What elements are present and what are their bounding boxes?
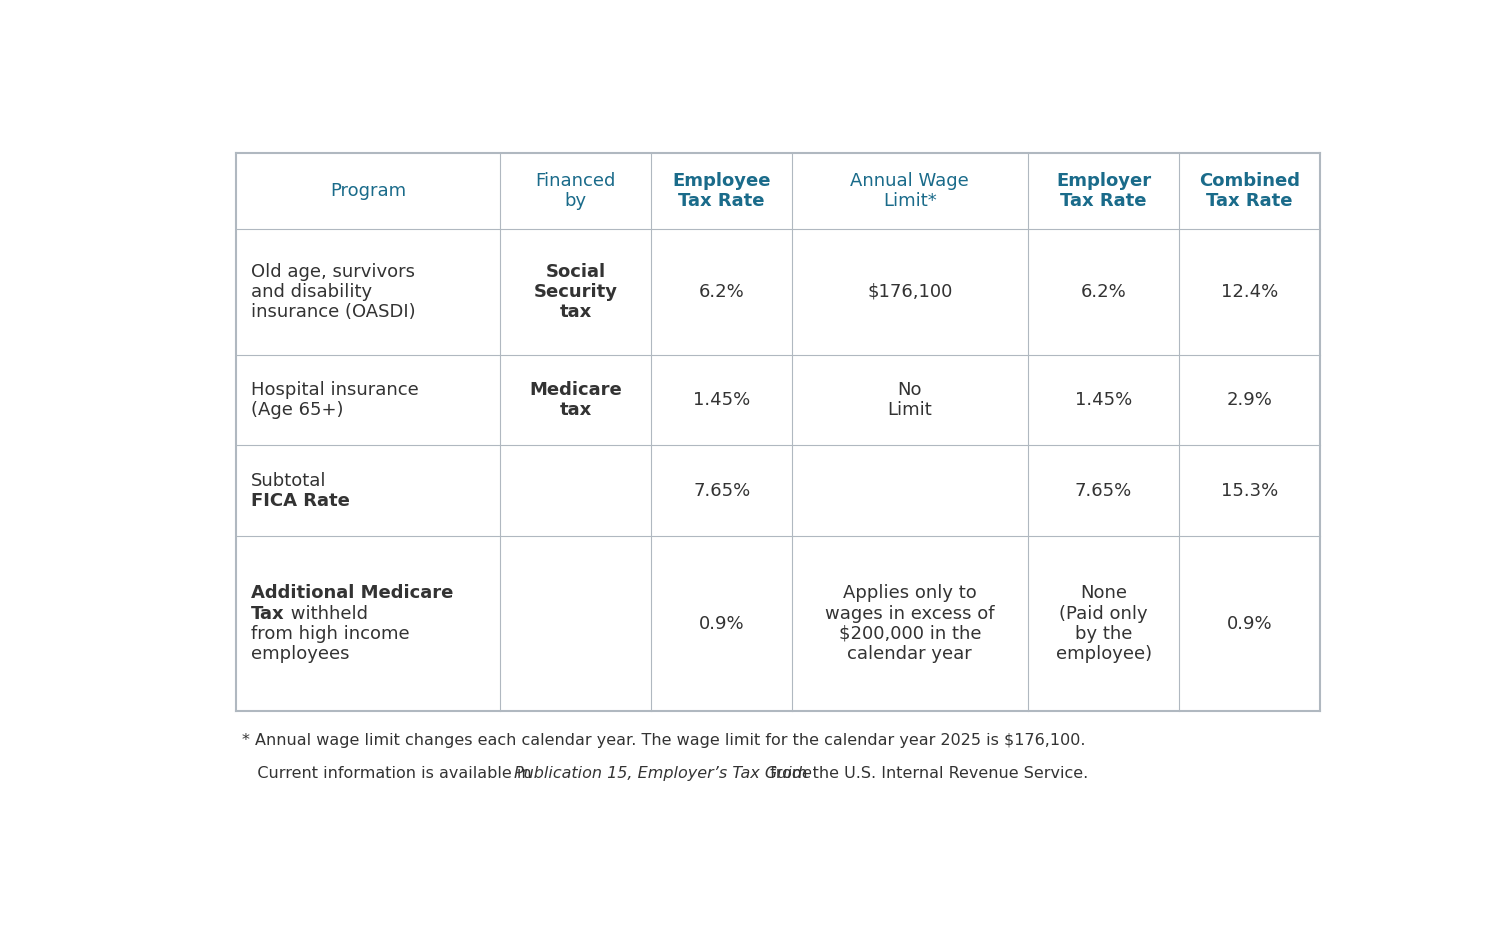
Text: tax: tax: [559, 303, 591, 321]
Text: 7.65%: 7.65%: [1075, 481, 1132, 499]
Text: 6.2%: 6.2%: [699, 283, 744, 300]
Text: Applies only to: Applies only to: [842, 584, 977, 602]
Text: and disability: and disability: [251, 283, 372, 300]
Text: insurance (OASDI): insurance (OASDI): [251, 303, 416, 321]
Text: (Paid only: (Paid only: [1060, 605, 1148, 623]
Text: Publication 15, Employer’s Tax Guide: Publication 15, Employer’s Tax Guide: [514, 766, 812, 781]
Text: calendar year: calendar year: [847, 645, 972, 663]
Text: Tax: Tax: [251, 605, 284, 623]
Text: Subtotal: Subtotal: [251, 472, 327, 490]
Text: Old age, survivors: Old age, survivors: [251, 263, 416, 281]
Text: $176,100: $176,100: [866, 283, 953, 300]
Text: Employer: Employer: [1055, 171, 1151, 189]
Text: Tax Rate: Tax Rate: [1060, 192, 1146, 210]
Text: 7.65%: 7.65%: [692, 481, 750, 499]
Text: Tax Rate: Tax Rate: [1207, 192, 1293, 210]
Text: Combined: Combined: [1199, 171, 1300, 189]
Text: Social: Social: [546, 263, 606, 281]
Text: by: by: [564, 192, 587, 210]
Text: Tax Rate: Tax Rate: [679, 192, 765, 210]
Text: 1.45%: 1.45%: [692, 391, 750, 409]
Text: Employee: Employee: [673, 171, 771, 189]
Text: Medicare: Medicare: [529, 381, 621, 398]
Text: 2.9%: 2.9%: [1226, 391, 1273, 409]
Text: 0.9%: 0.9%: [1226, 615, 1273, 633]
Text: by the: by the: [1075, 625, 1132, 642]
Text: Current information is available in: Current information is available in: [242, 766, 537, 781]
Text: No: No: [898, 381, 922, 398]
Text: * Annual wage limit changes each calendar year. The wage limit for the calendar : * Annual wage limit changes each calenda…: [242, 733, 1086, 748]
Text: from the U.S. Internal Revenue Service.: from the U.S. Internal Revenue Service.: [765, 766, 1089, 781]
Text: 12.4%: 12.4%: [1222, 283, 1278, 300]
Text: tax: tax: [559, 401, 591, 419]
Text: 0.9%: 0.9%: [699, 615, 744, 633]
Text: Security: Security: [534, 283, 617, 300]
Text: None: None: [1080, 584, 1126, 602]
Text: Financed: Financed: [535, 171, 615, 189]
Text: Limit*: Limit*: [883, 192, 936, 210]
Text: FICA Rate: FICA Rate: [251, 492, 349, 510]
Text: 6.2%: 6.2%: [1081, 283, 1126, 300]
Text: from high income: from high income: [251, 625, 410, 642]
Text: Limit: Limit: [888, 401, 933, 419]
Text: wages in excess of: wages in excess of: [826, 605, 995, 623]
Text: Additional Medicare: Additional Medicare: [251, 584, 454, 602]
Text: Annual Wage: Annual Wage: [850, 171, 969, 189]
Text: Program: Program: [330, 182, 405, 200]
Text: employees: employees: [251, 645, 349, 663]
Text: employee): employee): [1055, 645, 1152, 663]
Text: 15.3%: 15.3%: [1222, 481, 1278, 499]
Text: (Age 65+): (Age 65+): [251, 401, 343, 419]
Text: $200,000 in the: $200,000 in the: [839, 625, 981, 642]
Text: 1.45%: 1.45%: [1075, 391, 1132, 409]
Text: withheld: withheld: [284, 605, 367, 623]
Text: Hospital insurance: Hospital insurance: [251, 381, 419, 398]
